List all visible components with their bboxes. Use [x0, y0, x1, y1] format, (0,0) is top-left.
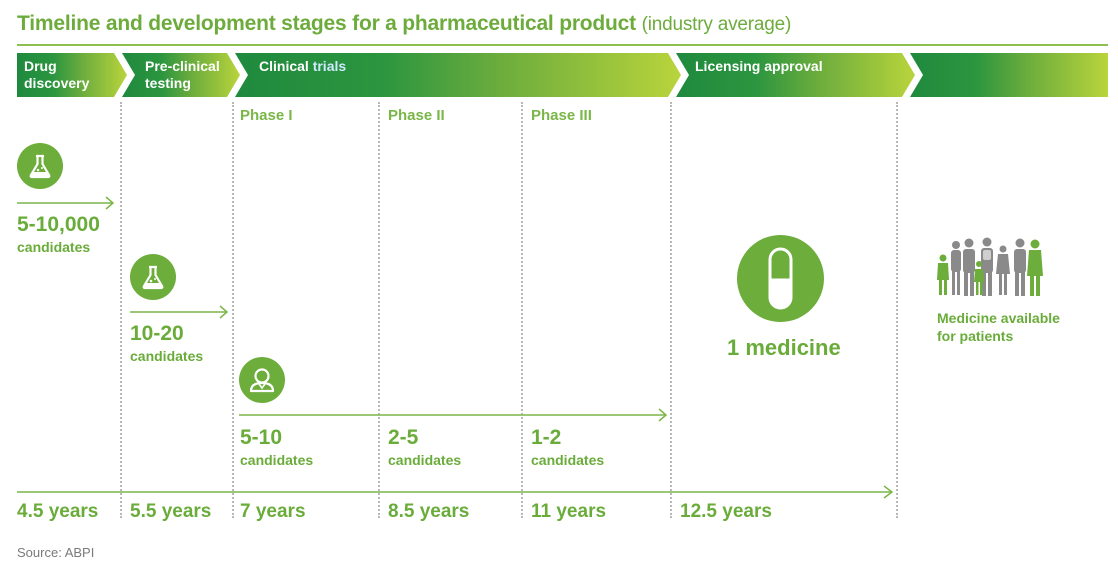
- progress-arrow: [17, 196, 115, 210]
- timeline-arrow: [17, 485, 894, 499]
- progress-arrow: [239, 408, 668, 422]
- patients-label-line: Medicine available: [937, 310, 1060, 326]
- column-divider: [896, 102, 898, 518]
- person-icon: [239, 357, 285, 403]
- candidates-label: candidates: [388, 452, 462, 468]
- stage-label-line: testing: [145, 75, 191, 91]
- stage-preclinical-chevron: [122, 53, 240, 97]
- candidates-count: 5-10: [240, 426, 283, 449]
- stage-label-part: trials: [312, 58, 347, 74]
- stage-label-licensing: Licensing approval: [695, 58, 823, 75]
- year-label: 4.5 years: [17, 501, 99, 522]
- year-label: 8.5 years: [388, 501, 470, 522]
- stage-label-clinical-trials: Clinical trials: [259, 58, 346, 75]
- candidates-count: 2-5: [388, 426, 419, 449]
- phase-3-label: Phase III: [531, 107, 592, 124]
- people-icon: [937, 237, 1043, 296]
- progress-arrow: [130, 305, 229, 319]
- pill-icon: [737, 235, 824, 322]
- phase-1-label: Phase I: [240, 107, 293, 124]
- column-divider: [521, 102, 523, 518]
- stage-label-line: Pre-clinical: [145, 58, 220, 74]
- column-divider: [120, 102, 122, 518]
- patients-label-line: for patients: [937, 328, 1014, 344]
- candidates-label: candidates: [130, 348, 204, 364]
- stage-clinical-trials-chevron: [235, 53, 681, 97]
- phase-2-label: Phase II: [388, 107, 445, 124]
- stage-label-part: Clinical: [259, 58, 313, 74]
- title-subtitle: (industry average): [641, 14, 792, 35]
- flask-icon: [17, 143, 63, 189]
- patients-label: Medicine available for patients: [937, 309, 1060, 345]
- year-label: 7 years: [240, 501, 306, 522]
- title-divider: [17, 44, 1108, 46]
- candidates-label: candidates: [17, 239, 91, 255]
- stage-banner: [17, 53, 1108, 97]
- stage-label-drug-discovery: Drug discovery: [24, 58, 89, 92]
- year-label: 11 years: [531, 501, 607, 522]
- stage-final-chevron: [910, 53, 1108, 97]
- candidates-count: 1-2: [531, 426, 562, 449]
- candidates-count: 10-20: [130, 322, 184, 345]
- page-title: Timeline and development stages for a ph…: [17, 12, 791, 36]
- stage-label-line: Drug: [24, 58, 57, 74]
- medicine-count: 1 medicine: [727, 335, 841, 360]
- stage-label-line: discovery: [24, 75, 90, 91]
- candidates-label: candidates: [531, 452, 605, 468]
- column-divider: [378, 102, 380, 518]
- stage-licensing-chevron: [676, 53, 915, 97]
- candidates-label: candidates: [240, 452, 314, 468]
- stage-label-line: Licensing approval: [695, 58, 823, 74]
- year-label: 12.5 years: [680, 501, 772, 522]
- column-divider: [670, 102, 672, 518]
- flask-icon: [130, 254, 176, 300]
- stage-drug-discovery-chevron: [17, 53, 127, 97]
- source-note: Source: ABPI: [17, 545, 95, 560]
- year-label: 5.5 years: [130, 501, 212, 522]
- stage-label-preclinical: Pre-clinical testing: [145, 58, 220, 92]
- column-divider: [232, 102, 234, 518]
- candidates-count: 5-10,000: [17, 213, 100, 236]
- title-main: Timeline and development stages for a ph…: [17, 12, 636, 35]
